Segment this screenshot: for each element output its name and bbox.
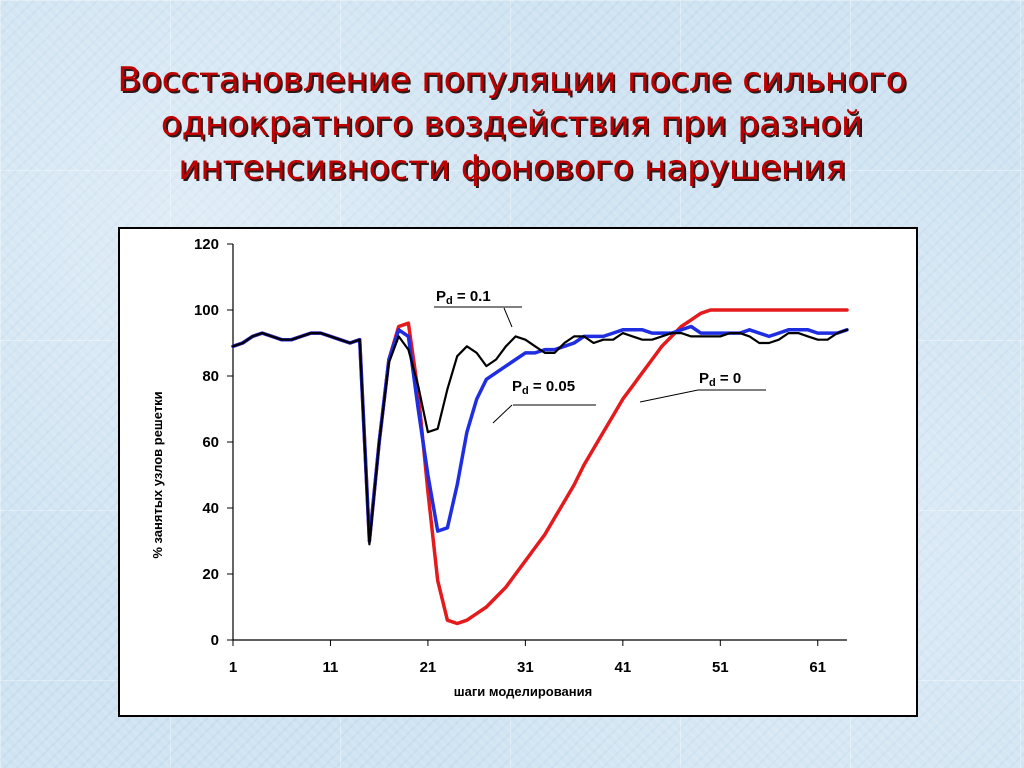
chart-axes: [232, 244, 847, 641]
x-axis-ticks: 1 11 21 31 41 51 61: [229, 640, 826, 676]
x-tick-label: 1: [229, 659, 237, 676]
annotation-pd-0: Pd = 0: [699, 370, 741, 389]
y-tick-label: 60: [202, 434, 219, 451]
x-tick-label: 11: [323, 659, 339, 676]
series-line-blue: [231, 324, 849, 543]
annotation-leader-pd-0-1: [503, 307, 513, 328]
y-axis-ticks: 0 20 40 60 80 100 120: [194, 236, 233, 649]
series-line-black: [231, 328, 849, 546]
y-tick-label: 40: [202, 500, 219, 517]
chart-frame: 0 20 40 60 80 100 120 1 11 21 31 41 51 61 Pd = 0.1 P…: [118, 227, 918, 717]
y-tick-label: 20: [202, 566, 219, 583]
annotation-layer: Pd = 0.1 Pd = 0.05 Pd = 0: [434, 288, 766, 424]
y-tick-label: 120: [194, 236, 219, 253]
annotation-leader-pd-0-05: [492, 404, 513, 424]
annotation-pd-0-1: Pd = 0.1: [436, 288, 491, 307]
x-tick-label: 21: [420, 659, 437, 676]
x-tick-label: 41: [614, 659, 631, 676]
x-axis-label: шаги моделирования: [454, 684, 592, 699]
x-tick-label: 51: [712, 659, 729, 676]
y-tick-label: 80: [202, 368, 219, 385]
annotation-leader-pd-0: [639, 389, 699, 403]
y-axis-label: % занятых узлов решетки: [150, 391, 165, 558]
x-tick-label: 61: [809, 659, 826, 676]
y-tick-label: 100: [194, 302, 219, 319]
series-layer: [231, 308, 849, 626]
slide-title: Восстановление популяции после сильного …: [117, 60, 907, 188]
y-tick-label: 0: [211, 632, 219, 649]
series-line-red: [231, 308, 849, 626]
annotation-pd-0-05: Pd = 0.05: [512, 378, 575, 397]
x-tick-label: 31: [517, 659, 534, 676]
